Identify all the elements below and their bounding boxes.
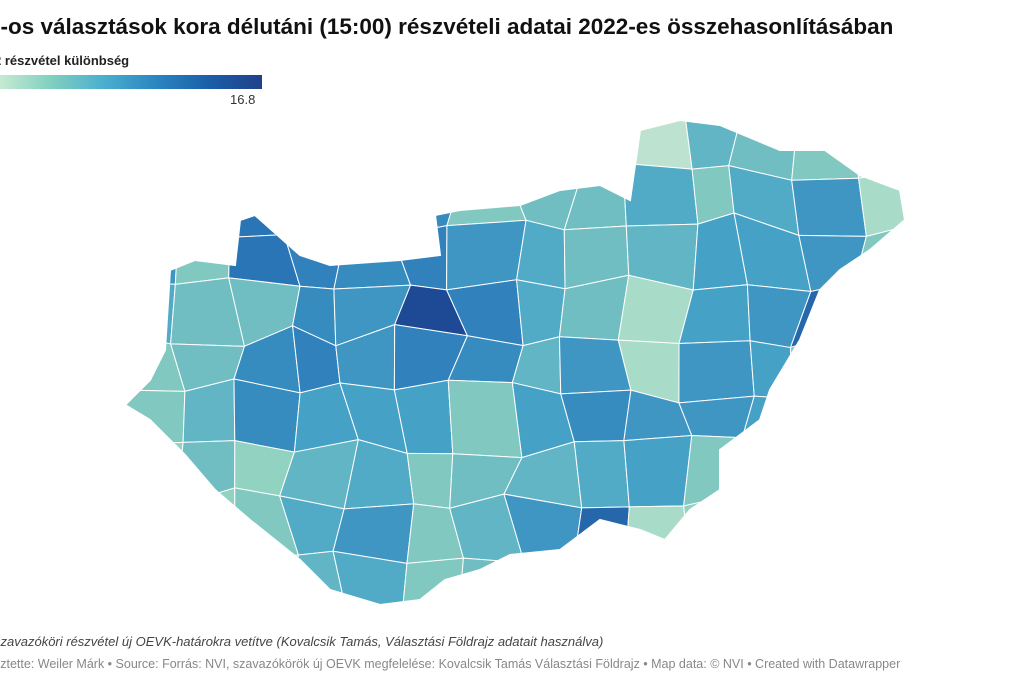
district-region[interactable] [843, 499, 911, 556]
district-region[interactable] [228, 234, 301, 287]
district-region[interactable] [622, 115, 693, 170]
country-outline [123, 118, 907, 607]
district-region[interactable] [847, 389, 911, 446]
district-region[interactable] [798, 234, 867, 293]
district-region[interactable] [625, 505, 692, 564]
district-region[interactable] [684, 561, 755, 610]
district-region[interactable] [283, 171, 356, 236]
district-region[interactable] [678, 340, 755, 404]
district-region[interactable] [175, 115, 234, 171]
legend-title: 2 részvétel különbség [0, 53, 130, 68]
district-region[interactable] [120, 441, 184, 507]
district-region[interactable] [232, 554, 300, 610]
district-region[interactable] [221, 115, 291, 173]
district-region[interactable] [785, 433, 849, 507]
district-region[interactable] [345, 115, 404, 177]
district-region[interactable] [120, 115, 184, 171]
district-region[interactable] [516, 279, 566, 347]
district-region[interactable] [571, 115, 630, 167]
district-region[interactable] [333, 225, 412, 290]
district-region[interactable] [791, 177, 867, 237]
district-region[interactable] [177, 156, 231, 238]
district-region[interactable] [174, 228, 230, 285]
district-region[interactable] [392, 115, 468, 175]
district-region[interactable] [740, 556, 799, 610]
district-region[interactable] [446, 156, 527, 227]
district-region[interactable] [794, 546, 856, 610]
district-region[interactable] [851, 279, 911, 336]
district-region[interactable] [678, 395, 755, 439]
district-region[interactable] [572, 506, 630, 566]
district-region[interactable] [120, 554, 178, 610]
district-region[interactable] [744, 491, 797, 563]
district-region[interactable] [447, 379, 523, 459]
district-region[interactable] [623, 434, 693, 508]
district-region[interactable] [683, 435, 746, 507]
district-region[interactable] [853, 115, 912, 179]
map-note: szavazóköri részvétel új OEVK-határokra … [0, 634, 604, 649]
district-region[interactable] [346, 172, 395, 237]
district-region[interactable] [175, 556, 236, 610]
district-region[interactable] [458, 115, 517, 169]
chart-title: 6-os választások kora délutáni (15:00) r… [0, 14, 894, 39]
district-region[interactable] [573, 440, 630, 509]
legend-max-label: 16.8 [230, 92, 256, 107]
district-region[interactable] [785, 497, 854, 558]
district-region[interactable] [749, 340, 793, 400]
district-region[interactable] [332, 550, 408, 610]
district-region[interactable] [571, 553, 630, 610]
district-region[interactable] [504, 115, 585, 169]
map-credits: sztette: Weiler Márk • Source: Forrás: N… [0, 657, 901, 671]
district-region[interactable] [625, 553, 692, 610]
district-region[interactable] [120, 389, 186, 446]
district-region[interactable] [120, 499, 178, 569]
district-region[interactable] [851, 327, 911, 404]
district-region[interactable] [791, 398, 855, 452]
district-region[interactable] [843, 433, 911, 507]
district-region[interactable] [286, 115, 356, 177]
district-region[interactable] [741, 437, 793, 500]
district-region[interactable] [446, 219, 527, 291]
district-region[interactable] [514, 562, 574, 610]
district-region[interactable] [458, 557, 525, 610]
district-region[interactable] [120, 156, 184, 231]
district-region[interactable] [221, 169, 288, 238]
district-region[interactable] [401, 557, 464, 610]
district-region[interactable] [406, 452, 454, 509]
legend-color-bar [0, 75, 262, 89]
district-region[interactable] [852, 546, 911, 610]
district-region[interactable] [791, 115, 860, 181]
